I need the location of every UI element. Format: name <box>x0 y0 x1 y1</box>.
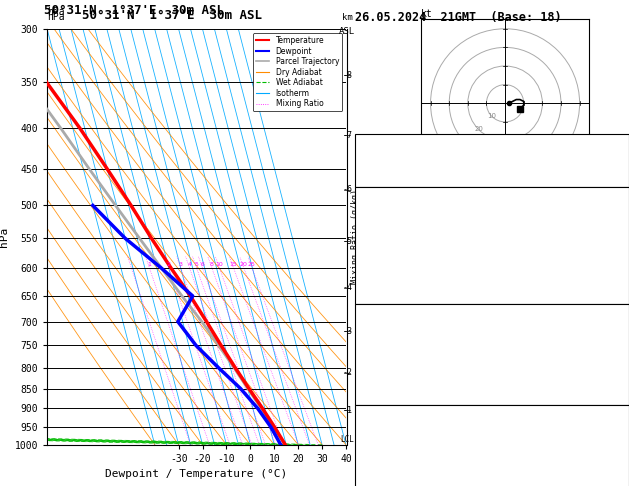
Text: 8: 8 <box>209 262 214 267</box>
Text: Temp (°C): Temp (°C) <box>359 207 415 217</box>
Text: Surface: Surface <box>470 191 514 201</box>
Text: 5: 5 <box>532 441 538 451</box>
Text: 118: 118 <box>532 271 550 281</box>
Text: 312: 312 <box>532 239 550 249</box>
Text: θₑ(K): θₑ(K) <box>359 239 390 249</box>
Text: 3: 3 <box>179 262 182 267</box>
Text: 25: 25 <box>248 262 256 267</box>
Text: -4: -4 <box>342 283 352 293</box>
Text: 20: 20 <box>240 262 248 267</box>
Text: Lifted Index: Lifted Index <box>359 356 433 366</box>
Text: 10: 10 <box>487 113 496 120</box>
Text: Totals Totals: Totals Totals <box>359 154 440 164</box>
Text: Dewp (°C): Dewp (°C) <box>359 223 415 233</box>
Text: Lifted Index: Lifted Index <box>359 255 433 265</box>
Text: -7: -7 <box>342 131 352 140</box>
Text: 20: 20 <box>474 126 484 132</box>
Text: CAPE (J): CAPE (J) <box>359 271 408 281</box>
Text: -1: -1 <box>342 406 352 415</box>
Text: CIN (J): CIN (J) <box>359 388 403 399</box>
Text: hPa: hPa <box>47 12 65 22</box>
Text: 2: 2 <box>167 262 170 267</box>
Text: CIN (J): CIN (J) <box>359 287 403 297</box>
Text: EH: EH <box>359 425 371 435</box>
Text: 2: 2 <box>532 356 538 366</box>
Text: 1: 1 <box>147 262 151 267</box>
Text: LCL: LCL <box>340 435 354 444</box>
Text: StmDir: StmDir <box>359 457 396 468</box>
Text: K: K <box>359 138 365 148</box>
Text: 0: 0 <box>532 388 538 399</box>
Text: 50°31'N  1°37'E  30m ASL: 50°31'N 1°37'E 30m ASL <box>82 9 262 22</box>
Legend: Temperature, Dewpoint, Parcel Trajectory, Dry Adiabat, Wet Adiabat, Isotherm, Mi: Temperature, Dewpoint, Parcel Trajectory… <box>253 33 342 111</box>
Text: © weatheronline.co.uk: © weatheronline.co.uk <box>436 474 548 484</box>
Text: Mixing Ratio (g/kg): Mixing Ratio (g/kg) <box>351 190 360 284</box>
Text: -5: -5 <box>342 237 352 246</box>
Text: 30: 30 <box>462 139 470 145</box>
Text: -2: -2 <box>342 368 352 377</box>
Text: 2: 2 <box>532 255 538 265</box>
Text: 257°: 257° <box>532 457 557 468</box>
Text: 0: 0 <box>532 287 538 297</box>
Text: SREH: SREH <box>359 441 384 451</box>
Text: hPa: hPa <box>47 7 65 17</box>
Text: 1.63: 1.63 <box>532 170 557 180</box>
Text: 4: 4 <box>187 262 191 267</box>
Y-axis label: hPa: hPa <box>0 227 9 247</box>
Text: 47: 47 <box>532 154 544 164</box>
Text: 26.05.2024  21GMT  (Base: 18): 26.05.2024 21GMT (Base: 18) <box>355 11 562 24</box>
Text: 118: 118 <box>532 372 550 382</box>
Text: 5: 5 <box>194 262 198 267</box>
Text: 15: 15 <box>230 262 237 267</box>
Text: 10: 10 <box>215 262 223 267</box>
Text: StmSpd (kt): StmSpd (kt) <box>359 473 427 484</box>
Text: 1010: 1010 <box>532 324 557 334</box>
Text: CAPE (J): CAPE (J) <box>359 372 408 382</box>
Text: 50°31'N  1°37'E  30m ASL: 50°31'N 1°37'E 30m ASL <box>44 4 224 17</box>
Text: 10: 10 <box>532 138 544 148</box>
Text: 6: 6 <box>200 262 204 267</box>
Text: 12.7: 12.7 <box>532 223 557 233</box>
Text: Pressure (mb): Pressure (mb) <box>359 324 440 334</box>
X-axis label: Dewpoint / Temperature (°C): Dewpoint / Temperature (°C) <box>106 469 287 479</box>
Text: Hodograph: Hodograph <box>464 409 520 419</box>
Text: 14.6: 14.6 <box>532 207 557 217</box>
Text: -3: -3 <box>342 327 352 336</box>
Text: 20: 20 <box>532 473 544 484</box>
Text: -6: -6 <box>342 186 352 194</box>
Text: km: km <box>342 13 353 22</box>
Text: -59: -59 <box>532 425 550 435</box>
Text: Most Unstable: Most Unstable <box>452 308 533 318</box>
Text: ASL: ASL <box>339 27 355 36</box>
Text: kt: kt <box>421 9 433 18</box>
Text: -8: -8 <box>342 71 352 80</box>
Text: 312: 312 <box>532 340 550 350</box>
Text: θₑ (K): θₑ (K) <box>359 340 396 350</box>
Text: PW (cm): PW (cm) <box>359 170 403 180</box>
